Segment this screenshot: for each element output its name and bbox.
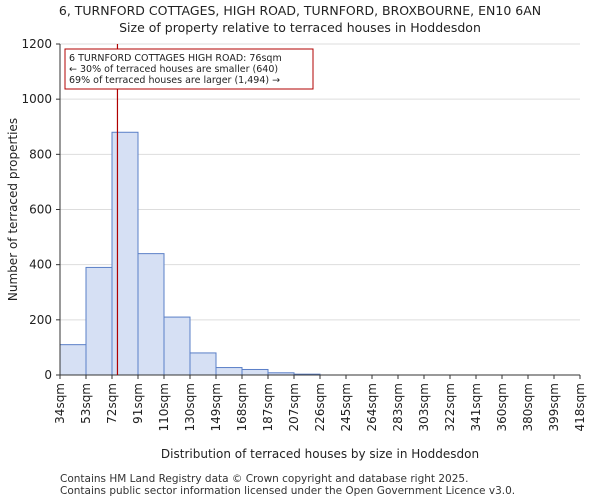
x-tick-label: 34sqm: [53, 383, 67, 424]
histogram-bar: [85, 266, 113, 376]
y-tick-label: 600: [29, 203, 52, 217]
x-tick-label: 283sqm: [391, 383, 405, 431]
footer-copyright: Contains HM Land Registry data © Crown c…: [60, 473, 469, 485]
x-axis-title: Distribution of terraced houses by size …: [161, 447, 479, 461]
x-tick-label: 226sqm: [313, 383, 327, 431]
histogram-bar: [241, 368, 269, 376]
x-tick-label: 322sqm: [443, 383, 457, 431]
y-tick-label: 1200: [21, 37, 52, 51]
annotation-box: [64, 48, 314, 90]
y-tick-label: 0: [44, 368, 52, 382]
annotation-line: ← 30% of terraced houses are smaller (64…: [69, 64, 278, 75]
histogram-bar: [215, 367, 243, 376]
x-tick-label: 418sqm: [573, 383, 587, 431]
x-tick-label: 341sqm: [469, 383, 483, 431]
chart-title: 6, TURNFORD COTTAGES, HIGH ROAD, TURNFOR…: [58, 3, 542, 18]
annotation-line: 6 TURNFORD COTTAGES HIGH ROAD: 76sqm: [69, 53, 282, 64]
x-tick-label: 264sqm: [365, 383, 379, 431]
y-tick-label: 400: [29, 258, 52, 272]
footer-licence: Contains public sector information licen…: [60, 485, 516, 497]
x-tick-label: 168sqm: [235, 383, 249, 431]
histogram-bar: [163, 316, 191, 376]
x-tick-label: 91sqm: [131, 383, 145, 424]
y-tick-label: 200: [29, 313, 52, 327]
histogram-bar: [59, 344, 87, 376]
annotation-line: 69% of terraced houses are larger (1,494…: [69, 75, 280, 86]
chart-subtitle: Size of property relative to terraced ho…: [119, 20, 481, 35]
y-axis-title: Number of terraced properties: [6, 118, 20, 301]
x-tick-label: 187sqm: [261, 383, 275, 431]
x-tick-label: 380sqm: [521, 383, 535, 431]
y-tick-label: 1000: [21, 92, 52, 106]
histogram-bar: [137, 253, 165, 376]
x-tick-label: 72sqm: [105, 383, 119, 424]
x-tick-label: 207sqm: [287, 383, 301, 431]
x-tick-label: 53sqm: [79, 383, 93, 424]
x-tick-label: 149sqm: [209, 383, 223, 431]
x-tick-label: 110sqm: [157, 383, 171, 431]
x-tick-label: 245sqm: [339, 383, 353, 431]
x-tick-label: 130sqm: [183, 383, 197, 431]
x-tick-label: 360sqm: [495, 383, 509, 431]
y-tick-label: 800: [29, 147, 52, 161]
x-tick-label: 303sqm: [417, 383, 431, 431]
histogram-bar: [111, 131, 139, 376]
x-tick-label: 399sqm: [547, 383, 561, 431]
histogram-bar: [189, 352, 217, 376]
histogram-chart: 0 200 400 600 800 1000 1200 34sqm 53sqm 72sqm 91sq…: [6, 37, 587, 461]
